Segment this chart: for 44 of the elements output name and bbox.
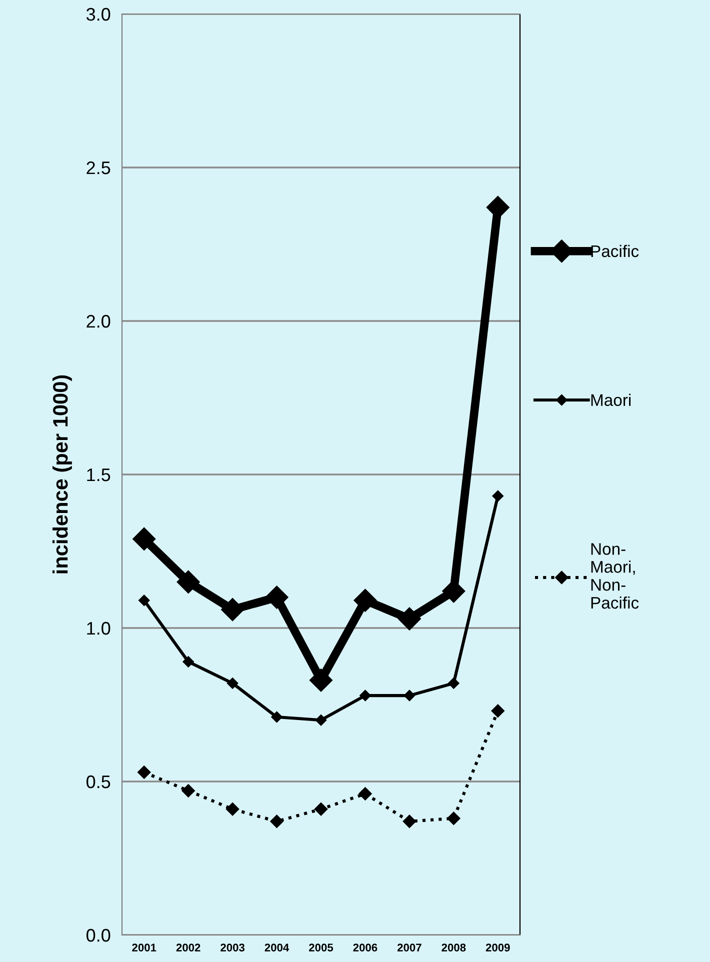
y-tick-label: 1.5 <box>87 468 110 482</box>
point <box>492 490 504 502</box>
point <box>404 690 416 702</box>
point <box>270 814 284 828</box>
point <box>265 586 288 609</box>
point <box>358 787 372 800</box>
x-tick-label: 2001 <box>132 944 156 952</box>
x-tick-label: 2002 <box>176 944 200 952</box>
point <box>310 668 332 692</box>
x-tick-label: 2008 <box>442 944 466 952</box>
x-tick-label: 2007 <box>397 944 422 952</box>
x-tick-label: 2006 <box>353 944 378 952</box>
y-tick-label: 0.0 <box>86 928 110 942</box>
y-tick-label: 0.5 <box>86 775 110 788</box>
y-tick-label: 2.0 <box>86 314 110 328</box>
legend-label: Non-Maori, Non-Pacific <box>591 543 639 609</box>
x-tick-label: 2004 <box>264 944 290 952</box>
point <box>447 812 460 825</box>
y-tick-label: 1.0 <box>87 622 110 635</box>
legend-label: Maori <box>591 394 631 406</box>
point <box>226 678 238 689</box>
point <box>138 766 151 779</box>
point <box>448 678 460 689</box>
x-tick-label: 2005 <box>309 944 334 952</box>
point <box>176 570 200 594</box>
point <box>402 814 416 828</box>
y-tick-label: 3.0 <box>86 8 110 21</box>
point <box>398 607 421 630</box>
point <box>491 704 504 718</box>
point <box>182 784 195 798</box>
y-tick-label: 2.5 <box>86 161 110 174</box>
point <box>354 588 377 612</box>
point <box>226 802 240 816</box>
point <box>182 656 194 668</box>
point <box>138 594 150 606</box>
point <box>132 527 156 550</box>
x-tick-label: 2009 <box>486 944 510 952</box>
point <box>314 802 328 816</box>
y-axis-title: incidence (per 1000) <box>52 375 72 574</box>
point <box>315 714 327 726</box>
point <box>360 690 371 702</box>
x-tick-label: 2003 <box>220 944 245 952</box>
point <box>221 598 244 622</box>
point <box>271 711 282 723</box>
